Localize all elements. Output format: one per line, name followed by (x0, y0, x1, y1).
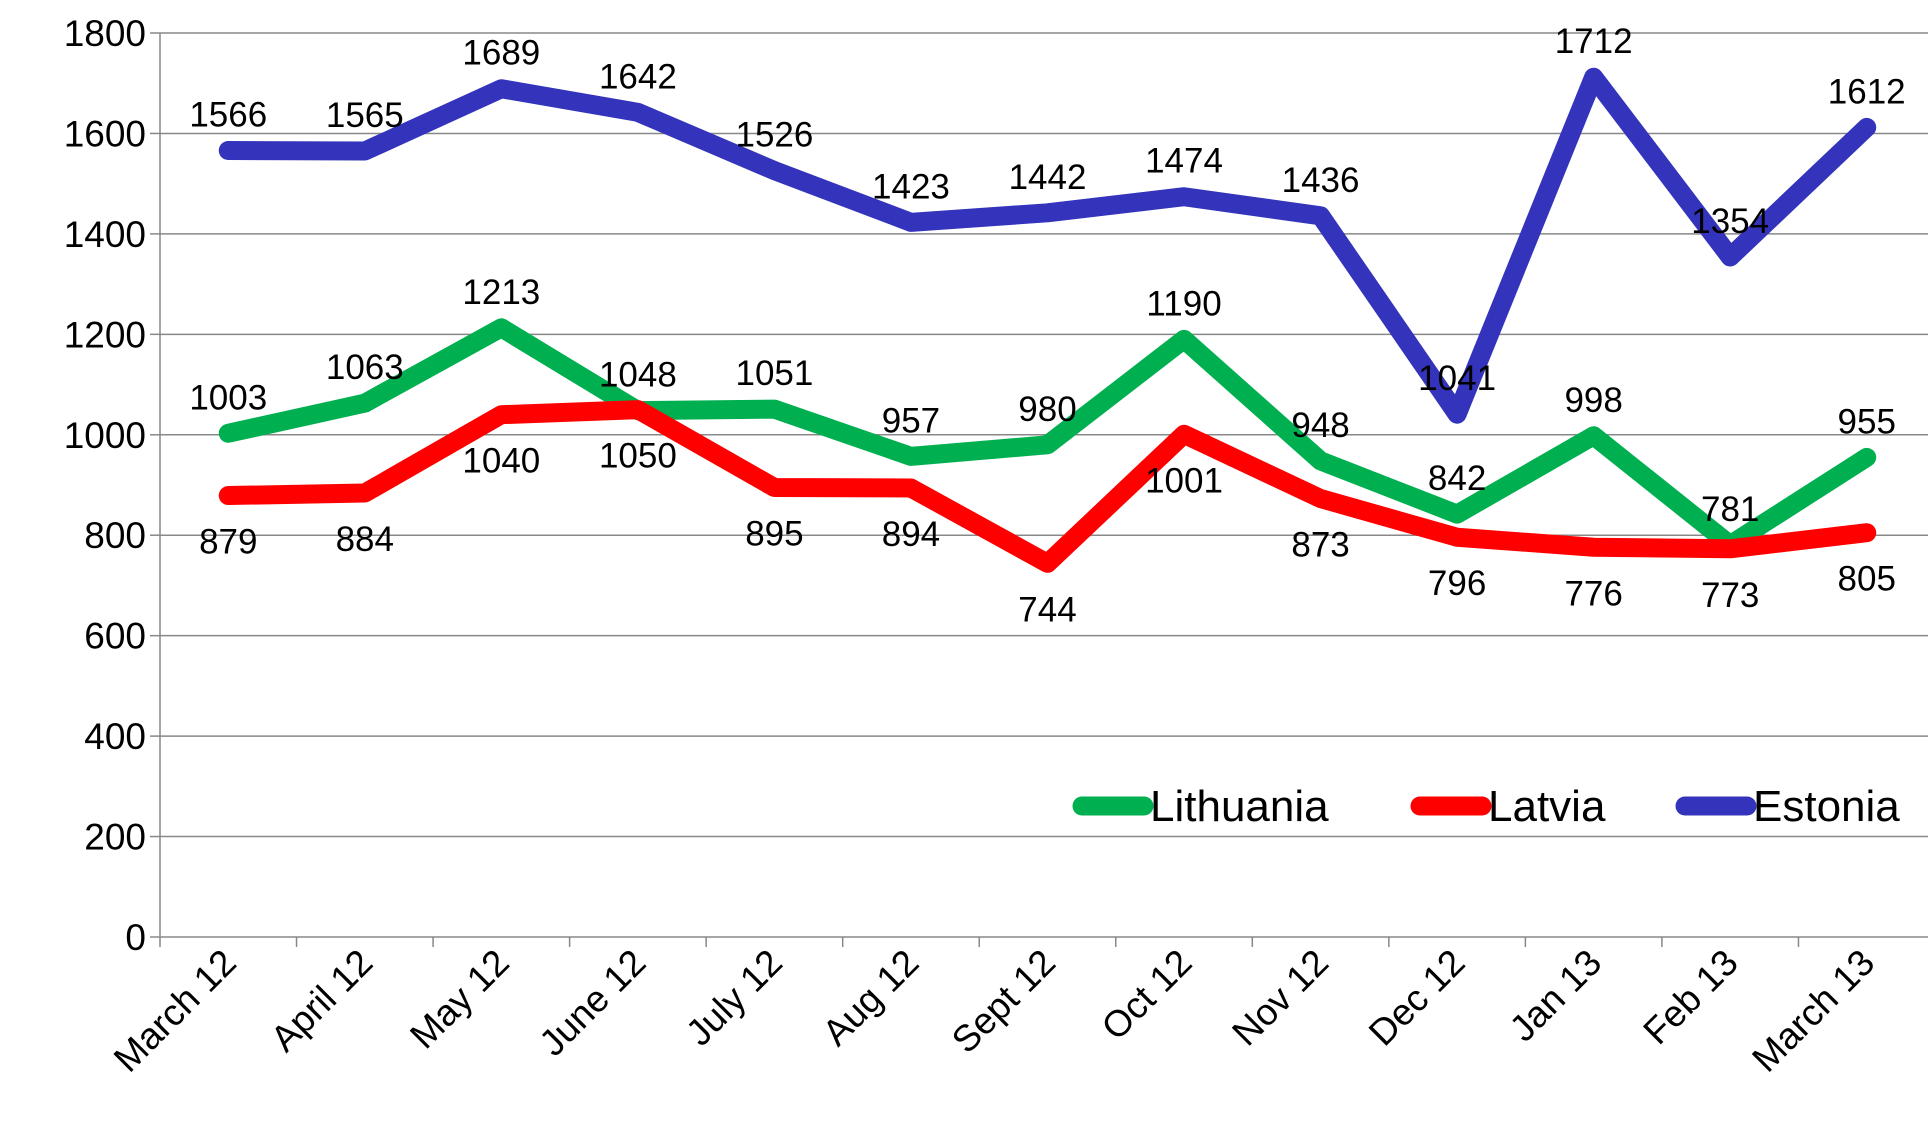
data-label: 773 (1701, 576, 1759, 615)
y-tick-label: 1200 (64, 314, 146, 355)
data-label: 1442 (1009, 158, 1087, 197)
legend-label: Estonia (1753, 782, 1900, 831)
legend-label: Lithuania (1150, 782, 1329, 831)
x-tick-label: May 12 (402, 942, 517, 1057)
data-label: 1436 (1282, 161, 1360, 200)
data-label: 1048 (599, 356, 677, 395)
data-label: 948 (1291, 406, 1349, 445)
data-label: 1566 (189, 96, 267, 135)
data-label: 980 (1018, 390, 1076, 429)
data-label: 1712 (1555, 22, 1633, 61)
data-label: 1423 (872, 167, 950, 206)
x-tick-label: March 13 (1744, 942, 1882, 1080)
y-tick-label: 200 (84, 817, 146, 858)
data-label: 1642 (599, 57, 677, 96)
data-label: 1063 (326, 348, 404, 387)
data-label: 805 (1838, 560, 1896, 599)
data-label: 1612 (1828, 72, 1906, 111)
y-tick-label: 600 (84, 616, 146, 657)
data-label: 879 (199, 523, 257, 562)
data-label: 796 (1428, 564, 1486, 603)
data-label: 1474 (1145, 142, 1223, 181)
x-tick-label: Jan 13 (1502, 942, 1610, 1050)
x-tick-label: Nov 12 (1224, 942, 1336, 1054)
x-tick-label: April 12 (263, 942, 381, 1060)
data-label: 1689 (462, 34, 540, 73)
legend-label: Latvia (1488, 782, 1606, 831)
y-tick-label: 0 (125, 917, 146, 958)
data-label: 781 (1701, 490, 1759, 529)
y-tick-label: 800 (84, 515, 146, 556)
data-label: 1354 (1691, 202, 1769, 241)
data-label: 955 (1838, 402, 1896, 441)
data-label: 1526 (735, 116, 813, 155)
data-label: 1050 (599, 437, 677, 476)
data-label: 842 (1428, 459, 1486, 498)
x-tick-label: Aug 12 (815, 942, 927, 1054)
data-label: 884 (336, 520, 394, 559)
y-tick-label: 400 (84, 716, 146, 757)
x-tick-label: June 12 (531, 942, 653, 1064)
x-tick-label: July 12 (678, 942, 790, 1054)
data-label: 1040 (462, 442, 540, 481)
data-label: 744 (1018, 590, 1076, 629)
y-tick-label: 1600 (64, 113, 146, 154)
data-label: 998 (1564, 381, 1622, 420)
data-label: 1041 (1418, 359, 1496, 398)
data-label: 895 (745, 515, 803, 554)
y-tick-label: 1000 (64, 415, 146, 456)
data-label: 776 (1564, 574, 1622, 613)
y-tick-label: 1400 (64, 214, 146, 255)
x-tick-label: Sept 12 (944, 942, 1063, 1061)
data-label: 1001 (1145, 461, 1223, 500)
series-line (218, 318, 1877, 555)
x-tick-label: Oct 12 (1094, 942, 1200, 1048)
data-label: 1003 (189, 378, 267, 417)
data-label: 1051 (735, 354, 813, 393)
y-tick-label: 1800 (64, 13, 146, 54)
x-tick-label: March 12 (106, 942, 244, 1080)
x-tick-label: Dec 12 (1361, 942, 1473, 1054)
series-line (218, 67, 1877, 424)
data-label: 957 (882, 401, 940, 440)
data-label: 1565 (326, 96, 404, 135)
data-label: 1213 (462, 273, 540, 312)
data-label: 873 (1291, 526, 1349, 565)
x-tick-label: Feb 13 (1635, 942, 1745, 1052)
series-line (218, 400, 1877, 573)
data-label: 894 (882, 515, 940, 554)
data-label: 1190 (1146, 284, 1221, 323)
